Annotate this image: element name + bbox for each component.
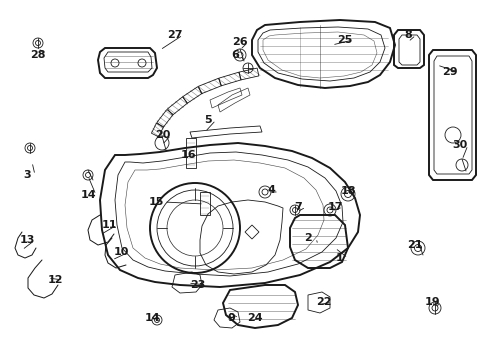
Text: 14: 14 (80, 190, 96, 200)
Text: 2: 2 (304, 233, 311, 243)
Text: 11: 11 (101, 220, 117, 230)
Text: 12: 12 (47, 275, 62, 285)
Text: 7: 7 (293, 202, 301, 212)
Text: 4: 4 (266, 185, 274, 195)
Text: 26: 26 (232, 37, 247, 47)
Text: 28: 28 (30, 50, 46, 60)
Text: 27: 27 (167, 30, 183, 40)
Text: 20: 20 (155, 130, 170, 140)
Text: 18: 18 (340, 186, 355, 196)
Text: 29: 29 (441, 67, 457, 77)
Text: 8: 8 (403, 30, 411, 40)
Text: 9: 9 (226, 313, 234, 323)
Text: 13: 13 (19, 235, 35, 245)
Text: 17: 17 (326, 202, 342, 212)
Text: 14: 14 (144, 313, 160, 323)
Text: 3: 3 (23, 170, 31, 180)
Text: 24: 24 (246, 313, 262, 323)
Text: 25: 25 (337, 35, 352, 45)
Text: 30: 30 (451, 140, 467, 150)
Text: 23: 23 (190, 280, 205, 290)
Text: 6: 6 (231, 50, 239, 60)
Text: 16: 16 (180, 150, 195, 160)
Text: 10: 10 (113, 247, 128, 257)
Text: 15: 15 (148, 197, 163, 207)
Text: 1: 1 (335, 253, 343, 263)
Text: 5: 5 (204, 115, 211, 125)
Text: 19: 19 (423, 297, 439, 307)
Text: 21: 21 (407, 240, 422, 250)
Text: 22: 22 (316, 297, 331, 307)
